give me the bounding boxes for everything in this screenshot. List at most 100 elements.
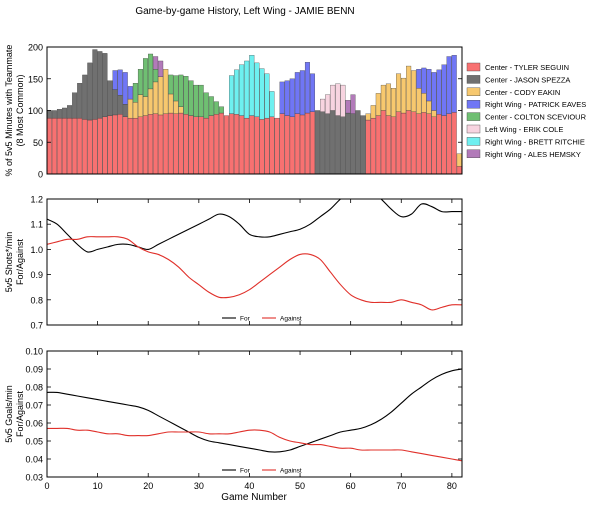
x-tick-label: 40: [244, 481, 254, 491]
bar-segment: [269, 116, 275, 175]
y-tick-label: 0.10: [25, 347, 43, 357]
bar-segment: [239, 64, 245, 116]
bar-segment: [229, 75, 235, 114]
bar-segment: [441, 115, 447, 175]
bar-segment: [345, 100, 351, 114]
bar-segment: [244, 117, 250, 175]
bar-segment: [56, 109, 62, 119]
legend-label: Left Wing - ERIK COLE: [485, 125, 563, 134]
bar-segment: [345, 112, 351, 175]
bar-segment: [355, 110, 361, 175]
y-tick-label: 0.08: [25, 383, 43, 393]
y-tick-label: 0.04: [25, 455, 43, 465]
bar-segment: [122, 104, 128, 118]
bar-segment: [51, 117, 57, 175]
bar-segment: [173, 113, 179, 175]
bar-segment: [279, 81, 285, 114]
bar-segment: [173, 75, 179, 102]
bar-segment: [178, 112, 184, 175]
bar-segment: [411, 111, 417, 175]
legend-label: Center - CODY EAKIN: [485, 88, 560, 97]
x-axis-label: Game Number: [221, 492, 287, 503]
bar-segment: [102, 116, 108, 175]
bar-segment: [431, 116, 437, 175]
bar-segment: [294, 113, 300, 175]
bar-segment: [289, 116, 295, 175]
figure-title: Game-by-game History, Left Wing - JAMIE …: [135, 6, 354, 17]
bar-segment: [340, 84, 346, 117]
bar-segment: [294, 72, 300, 114]
bar-segment: [416, 69, 422, 89]
y-axis-label: For/Against: [15, 238, 25, 285]
bar-segment: [411, 70, 417, 112]
bar-segment: [56, 117, 62, 175]
plot-frame: [46, 198, 463, 326]
bar-segment: [446, 56, 452, 114]
bar-segment: [193, 84, 199, 117]
goals-chart: 0.03 0.04 0.05 0.06 0.07 0.08 0.09 0.10 5v5 Goal…: [4, 347, 463, 491]
bar-segment: [163, 69, 169, 114]
bar-segment: [456, 153, 462, 167]
bar-segment: [158, 60, 164, 78]
bar-segment: [143, 96, 148, 116]
x-tick-label: 20: [143, 481, 153, 491]
y-tick-label: 1.0: [30, 245, 43, 255]
series-line-for: [47, 368, 462, 453]
bar-segment: [234, 114, 240, 175]
bar-segment: [330, 84, 336, 111]
bar-segment: [77, 83, 83, 119]
bar-segment: [107, 115, 113, 175]
bar-segment: [325, 113, 331, 175]
bar-segment: [198, 84, 204, 117]
bar-segment: [370, 117, 376, 175]
bar-segment: [112, 89, 118, 116]
x-tick-label: 10: [93, 481, 103, 491]
bar-segment: [127, 86, 133, 100]
bar-segment: [350, 94, 356, 114]
y-tick-label: 0.03: [25, 473, 43, 483]
bar-segment: [117, 95, 123, 115]
plot-frame: [46, 350, 463, 478]
y-axis-label: For/Against: [15, 390, 25, 437]
bar-segment: [416, 113, 422, 175]
bar-segment: [87, 62, 93, 121]
bar-segment: [279, 113, 285, 175]
bar-segment: [426, 100, 432, 114]
bar-segment: [72, 117, 78, 175]
bar-segment: [193, 116, 199, 175]
bar-segment: [325, 94, 331, 114]
y-tick-label: 0.06: [25, 419, 43, 429]
y-tick-label: 150: [28, 74, 43, 84]
bar-segment: [320, 98, 326, 112]
y-tick-label: 200: [28, 43, 43, 53]
legend-label: Right Wing - ALES HEMSKY: [485, 150, 581, 159]
bar-segment: [284, 115, 290, 175]
x-tick-label: 80: [447, 481, 457, 491]
bar-segment: [421, 112, 427, 175]
bar-segment: [148, 114, 154, 175]
bar-segment: [304, 62, 310, 114]
legend-label: Center - TYLER SEGUIN: [485, 63, 569, 72]
bar-segment: [82, 74, 88, 120]
x-tick-label: 70: [396, 481, 406, 491]
bar-segment: [431, 72, 437, 111]
bar-segment: [153, 81, 159, 114]
y-tick-label: 0.9: [30, 270, 43, 280]
bar-segment: [168, 112, 174, 175]
y-tick-label: 100: [28, 106, 43, 116]
bar-segment: [244, 60, 250, 119]
bar-segment: [223, 115, 229, 175]
bar-segment: [163, 113, 169, 175]
legend-swatch: [466, 75, 481, 84]
bar-segment: [132, 102, 138, 119]
bar-segment: [137, 94, 143, 117]
bar-segment: [259, 119, 265, 175]
legend-label: Right Wing - PATRICK EAVES: [485, 100, 586, 109]
bar-segment: [112, 114, 118, 175]
series-line-for: [47, 199, 462, 253]
minutes-chart: 0 50 100 150 200 % of 5v5 Minutes with Teamma…: [4, 43, 587, 180]
legend-label: Against: [280, 468, 302, 475]
bar-segment: [208, 115, 214, 175]
legend-swatch: [466, 124, 481, 134]
bar-segment: [51, 110, 57, 119]
